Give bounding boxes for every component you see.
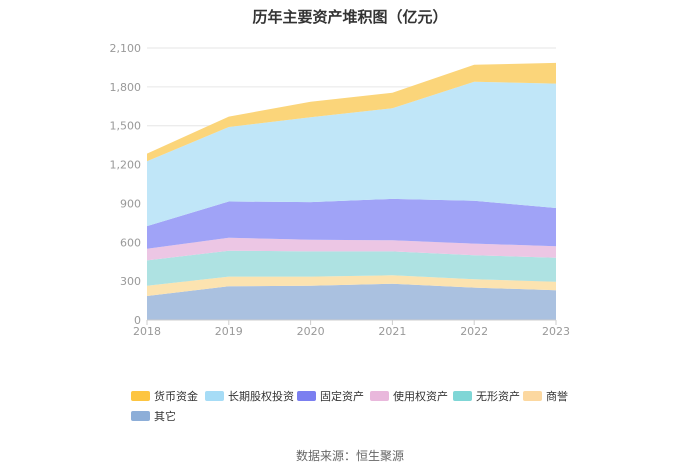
legend-label: 固定资产 — [320, 389, 364, 403]
area-series — [147, 62, 556, 320]
area-使用权资产 — [147, 237, 556, 261]
area-其它 — [147, 283, 556, 320]
legend-item: 长期股权投资 — [205, 389, 294, 403]
y-tick-label: 0 — [134, 314, 141, 327]
y-tick-label: 300 — [120, 275, 141, 288]
data-source-note: 数据来源：恒生聚源 — [296, 448, 404, 463]
legend-label: 货币资金 — [154, 389, 198, 403]
x-tick-label: 2020 — [297, 325, 325, 338]
legend-item: 使用权资产 — [370, 389, 448, 403]
legend-label: 其它 — [154, 409, 176, 423]
y-tick-label: 2,100 — [110, 42, 142, 55]
legend-item: 货币资金 — [131, 389, 198, 403]
legend-swatch — [297, 391, 316, 401]
chart-title: 历年主要资产堆积图（亿元） — [252, 8, 447, 26]
legend-swatch — [131, 411, 150, 421]
legend-swatch — [523, 391, 542, 401]
y-tick-label: 600 — [120, 236, 141, 249]
x-tick-label: 2018 — [133, 325, 161, 338]
legend-item: 固定资产 — [297, 389, 364, 403]
y-tick-label: 1,200 — [110, 159, 142, 172]
x-tick-label: 2021 — [378, 325, 406, 338]
legend-swatch — [370, 391, 389, 401]
x-tick-label: 2019 — [215, 325, 243, 338]
y-tick-label: 900 — [120, 197, 141, 210]
x-tick-label: 2022 — [460, 325, 488, 338]
legend-label: 长期股权投资 — [228, 389, 294, 403]
area-固定资产 — [147, 198, 556, 249]
legend-item: 其它 — [131, 409, 176, 423]
legend-label: 商誉 — [546, 389, 568, 403]
legend-item: 商誉 — [523, 389, 568, 403]
area-无形资产 — [147, 250, 556, 286]
legend-swatch — [205, 391, 224, 401]
x-tick-label: 2023 — [542, 325, 570, 338]
legend-label: 无形资产 — [476, 389, 520, 403]
axes: 0 300 600 900 1,200 1,500 1,800 2,100 2018 2019 20… — [110, 42, 571, 338]
legend-swatch — [453, 391, 472, 401]
y-tick-label: 1,500 — [110, 120, 142, 133]
legend-swatch — [131, 391, 150, 401]
legend-item: 无形资产 — [453, 389, 520, 403]
area-长期股权投资 — [147, 81, 556, 227]
y-tick-label: 1,800 — [110, 81, 142, 94]
legend-label: 使用权资产 — [393, 389, 448, 403]
area-商誉 — [147, 275, 556, 296]
area-货币资金 — [147, 62, 556, 162]
